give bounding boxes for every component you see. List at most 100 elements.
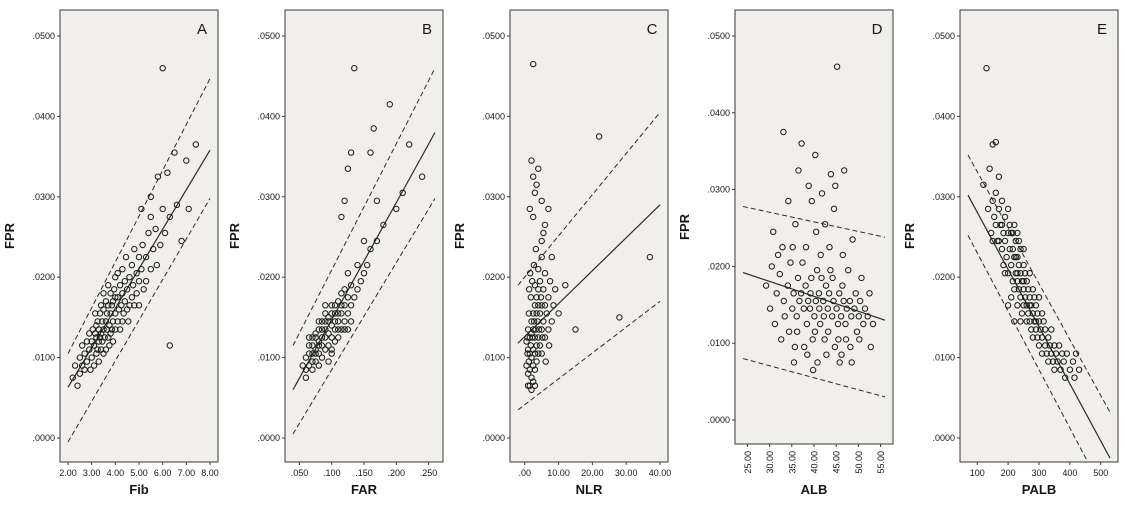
data-point: [325, 314, 332, 321]
data-point: [839, 251, 847, 259]
data-point: [827, 171, 835, 178]
data-point: [535, 334, 542, 341]
data-point: [1023, 302, 1030, 309]
data-point: [147, 193, 155, 201]
data-point: [116, 282, 124, 289]
data-point: [166, 213, 174, 221]
data-point: [325, 318, 332, 325]
data-point: [159, 65, 166, 72]
ci-lower-line: [292, 198, 436, 435]
data-point: [538, 197, 545, 205]
data-point: [1004, 229, 1012, 237]
data-point: [1023, 278, 1030, 285]
data-point: [114, 270, 121, 277]
data-point: [1014, 302, 1021, 309]
data-point: [538, 350, 545, 357]
data-point: [418, 173, 426, 180]
data-point: [545, 326, 552, 333]
data-point: [1040, 318, 1047, 325]
data-point: [1014, 278, 1021, 285]
plot-area: [284, 9, 444, 463]
data-point: [1063, 350, 1071, 357]
data-point: [1032, 302, 1040, 309]
data-point: [838, 351, 845, 358]
data-point: [328, 334, 335, 341]
data-point: [1015, 286, 1023, 293]
data-point: [530, 261, 538, 269]
y-tick-label: .0400: [707, 108, 730, 118]
data-point: [94, 346, 101, 353]
data-point: [1017, 270, 1024, 277]
data-point: [785, 328, 793, 335]
data-point: [128, 261, 136, 269]
x-axis-ticks: .050 .100 .150 .200 .250: [291, 462, 437, 478]
data-point: [856, 297, 864, 305]
y-tick-label: .0500: [32, 31, 55, 41]
data-point: [328, 322, 335, 329]
data-point: [325, 330, 332, 337]
panel-letter: E: [1097, 21, 1107, 38]
data-point: [861, 305, 869, 312]
data-point: [842, 320, 849, 328]
data-point: [991, 213, 998, 221]
data-point: [864, 313, 871, 320]
data-point: [768, 263, 776, 270]
scatter-points: [299, 65, 426, 381]
ci-upper-line: [67, 78, 211, 354]
data-point: [825, 290, 833, 297]
data-point: [533, 358, 540, 365]
data-point: [309, 366, 316, 373]
data-point: [147, 213, 155, 221]
data-point: [856, 336, 863, 343]
data-point: [1052, 350, 1060, 357]
data-point: [817, 320, 824, 328]
data-point: [1049, 358, 1057, 365]
plot-area: [509, 9, 669, 463]
data-point: [812, 297, 820, 305]
data-point: [616, 314, 623, 321]
y-tick-label: .0200: [32, 272, 55, 282]
data-point: [545, 205, 552, 213]
data-point: [545, 342, 553, 349]
data-point: [548, 318, 556, 325]
x-tick-label: 50.00: [854, 451, 864, 474]
data-point: [532, 326, 539, 333]
data-point: [860, 320, 867, 328]
panel-letter: A: [197, 21, 207, 38]
data-point: [305, 350, 313, 357]
y-axis-title: FPR: [902, 222, 917, 249]
y-tick-label: .0300: [482, 192, 505, 202]
data-point: [135, 278, 143, 285]
data-point: [1031, 294, 1038, 301]
data-point: [797, 290, 805, 297]
data-point: [998, 197, 1006, 205]
data-point: [1009, 278, 1017, 285]
data-point: [535, 165, 542, 172]
data-point: [595, 133, 603, 140]
data-point: [1046, 342, 1054, 349]
y-tick-label: .0300: [932, 192, 955, 202]
data-point: [526, 205, 534, 213]
data-point: [824, 305, 832, 312]
data-point: [338, 213, 345, 221]
data-point: [347, 149, 355, 156]
data-point: [119, 266, 126, 273]
data-point: [539, 334, 546, 341]
y-tick-label: .0500: [707, 31, 730, 41]
x-tick-label: 45.00: [832, 451, 842, 474]
data-point: [344, 326, 352, 333]
data-point: [159, 205, 166, 213]
data-point: [90, 342, 98, 349]
data-point: [100, 306, 107, 313]
data-point: [538, 326, 545, 333]
data-point: [185, 205, 192, 213]
data-point: [354, 286, 361, 293]
data-point: [784, 282, 792, 289]
data-point: [538, 253, 545, 261]
data-point: [832, 182, 839, 190]
data-point: [646, 253, 654, 261]
y-tick-label: .0500: [482, 31, 505, 41]
data-point: [811, 328, 819, 335]
data-point: [771, 320, 779, 328]
data-point: [1003, 253, 1010, 261]
